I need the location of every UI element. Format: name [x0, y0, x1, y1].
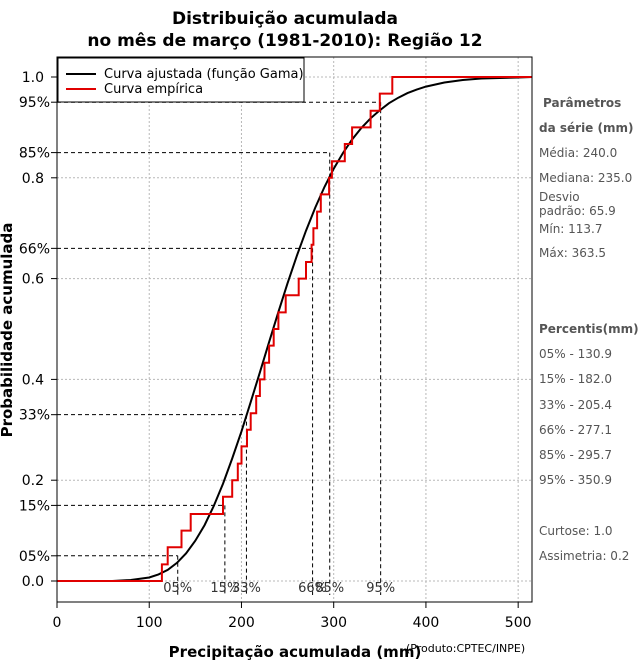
stat-assimetria: Assimetria: 0.2 — [539, 549, 629, 563]
y-tick-label-4: 0.8 — [22, 171, 44, 187]
y-pct-tick-label-5: 95% — [19, 95, 50, 111]
stat-min: Mín: 113.7 — [539, 222, 603, 236]
percentile-p15: 15% - 182.0 — [539, 372, 612, 386]
stat-desvio-line1: Desvio — [539, 190, 580, 204]
y-axis: 0.0 0.2 0.4 0.6 0.8 1.0 05% 15% 33% 66% 85% 95% — [19, 70, 57, 590]
x-tick-label-0: 0 — [53, 615, 62, 631]
percentile-p05: 05% - 130.9 — [539, 347, 612, 361]
percentile-p85: 85% - 295.7 — [539, 448, 612, 462]
legend-box — [57, 57, 305, 103]
percentile-label-0: 05% — [163, 581, 192, 596]
y-tick-label-0: 0.0 — [22, 574, 44, 590]
y-tick-label-1: 0.2 — [22, 473, 44, 489]
percentile-labels: 05% 15%33% 66%85% 95% — [163, 581, 395, 596]
x-axis: 0 100 200 300 400 500 — [53, 602, 532, 631]
params-heading-units: da série (mm) — [539, 121, 633, 135]
params-heading: Parâmetros — [543, 96, 621, 110]
legend: Curva ajustada (função Gama) Curva empír… — [57, 57, 305, 103]
y-tick-label-3: 0.6 — [22, 272, 44, 288]
x-tick-label-3: 300 — [320, 615, 347, 631]
stats-panel: Parâmetros da série (mm) Média: 240.0 Me… — [539, 96, 639, 563]
percentile-p66: 66% - 277.1 — [539, 423, 612, 437]
y-tick-label-5: 1.0 — [22, 70, 44, 86]
credit-text: (Produto:CPTEC/INPE) — [406, 642, 525, 655]
percentile-label-1: 15% — [210, 581, 239, 596]
y-pct-tick-label-1: 15% — [19, 498, 50, 514]
stat-mediana: Mediana: 235.0 — [539, 171, 632, 185]
grid — [56, 57, 532, 602]
percentis-heading: Percentis(mm) — [539, 322, 639, 336]
x-tick-label-1: 100 — [136, 615, 163, 631]
percentile-label-5: 95% — [366, 581, 395, 596]
chart-title-line1: Distribuição acumulada — [172, 9, 398, 29]
y-axis-title: Probabilidade acumulada — [0, 223, 16, 438]
percentile-label-4: 85% — [315, 581, 344, 596]
stat-desvio-line2: padrão: 65.9 — [539, 204, 616, 218]
percentile-label-2: 33% — [232, 581, 261, 596]
stat-curtose: Curtose: 1.0 — [539, 524, 613, 538]
x-axis-title: Precipitação acumulada (mm) — [169, 643, 422, 660]
y-tick-label-2: 0.4 — [22, 372, 44, 388]
legend-label-empirical: Curva empírica — [104, 82, 203, 97]
stat-media: Média: 240.0 — [539, 146, 617, 160]
x-tick-label-2: 200 — [228, 615, 255, 631]
stat-max: Máx: 363.5 — [539, 246, 606, 260]
y-pct-tick-label-2: 33% — [19, 408, 50, 424]
chart-title-line2: no mês de março (1981-2010): Região 12 — [87, 31, 482, 51]
y-pct-tick-label-3: 66% — [19, 241, 50, 257]
x-tick-label-5: 500 — [505, 615, 532, 631]
plot-frame — [56, 56, 533, 603]
percentile-p95: 95% - 350.9 — [539, 473, 612, 487]
empirical-step-curve — [57, 76, 532, 582]
percentile-p33: 33% - 205.4 — [539, 398, 612, 412]
y-pct-tick-label-4: 85% — [19, 146, 50, 162]
legend-label-fitted: Curva ajustada (função Gama) — [104, 67, 304, 82]
y-pct-tick-label-0: 05% — [19, 549, 50, 565]
percentile-label-3: 66% — [298, 581, 327, 596]
fitted-gamma-curve — [57, 76, 533, 582]
x-tick-label-4: 400 — [413, 615, 440, 631]
